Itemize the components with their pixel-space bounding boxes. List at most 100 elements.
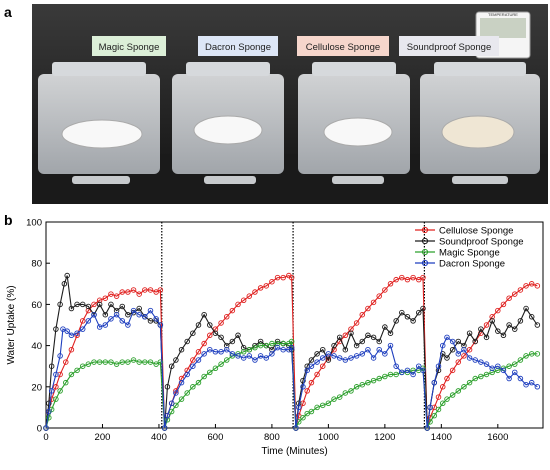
data-point [195,357,202,363]
y-tick-label: 20 [31,382,42,393]
data-point [79,301,86,308]
legend-label: Cellulose Sponge [439,226,513,237]
data-point [57,388,63,394]
data-point [325,351,332,357]
data-point [153,289,159,295]
data-point [528,351,535,357]
legend-item: Dacron Sponge [415,259,505,270]
data-point [416,363,422,369]
data-point [353,320,360,326]
data-point [195,379,202,386]
data-point [60,326,66,332]
data-point [528,379,535,386]
data-point [190,363,196,369]
data-point [201,340,207,347]
label-text-dacron: Dacron Sponge [205,42,271,53]
data-point [416,276,422,283]
data-point [142,287,148,293]
data-point [483,371,490,378]
data-point [64,328,70,334]
data-point [495,307,501,314]
data-point [466,379,473,386]
data-point [252,357,258,363]
y-tick-label: 0 [37,424,42,435]
data-point [295,412,302,419]
y-tick-label: 40 [31,341,42,352]
data-point [435,406,442,413]
data-point [523,283,529,289]
container-magic [38,62,160,184]
data-point [46,400,52,407]
data-point [252,289,258,295]
data-point [91,359,97,365]
data-point [252,344,258,351]
data-point [466,330,473,336]
data-point [274,274,281,281]
data-point [308,357,315,363]
data-point [319,355,326,361]
data-point [314,359,320,365]
data-point [168,363,175,369]
data-point [168,400,175,407]
data-point [359,381,366,388]
data-point [263,342,270,349]
data-point [455,388,462,394]
container-soundproof [420,62,540,184]
data-point [319,363,326,369]
container-dacron [172,62,284,184]
data-point [431,379,438,386]
data-point [370,299,377,306]
data-point [257,353,264,359]
data-point [472,338,478,345]
data-point [449,346,456,353]
data-point [223,314,230,320]
data-point [207,346,213,353]
y-axis-label: Water Uptake (%) [6,285,17,364]
data-point [48,363,55,369]
data-point [353,342,360,349]
data-point [420,367,426,374]
data-point [74,330,80,336]
data-point [331,396,337,402]
data-point [229,338,236,345]
data-point [147,359,154,365]
x-axis-label: Time (Minutes) [261,446,327,457]
data-point [331,353,337,359]
label-text-soundproof: Soundproof Sponge [407,42,492,53]
data-point [147,318,154,324]
data-point [314,351,320,357]
data-point [420,274,426,281]
data-point [184,371,190,378]
data-point [96,297,103,304]
data-point [489,318,495,324]
x-tick-label: 400 [151,432,167,443]
data-point [178,379,185,386]
data-point [102,322,109,328]
data-point [218,349,224,355]
data-point [387,342,394,349]
data-point [125,289,131,295]
data-point [257,342,264,349]
data-point [483,322,490,328]
data-point [534,351,541,357]
data-point [280,274,286,281]
data-point [506,322,512,328]
data-point [246,293,253,299]
data-point [68,305,75,312]
data-point [257,338,264,345]
label-box-magic [92,36,166,56]
x-tick-label: 1000 [318,432,339,443]
data-point [500,301,507,308]
data-point [440,351,446,357]
data-point [119,289,125,295]
data-point [102,359,109,365]
data-point [517,357,524,363]
data-point [288,338,295,345]
data-point [108,291,114,297]
data-point [147,287,154,293]
data-point [274,344,281,351]
data-point [466,355,473,361]
data-point [64,272,70,279]
data-point [46,408,52,415]
data-point [506,295,512,301]
